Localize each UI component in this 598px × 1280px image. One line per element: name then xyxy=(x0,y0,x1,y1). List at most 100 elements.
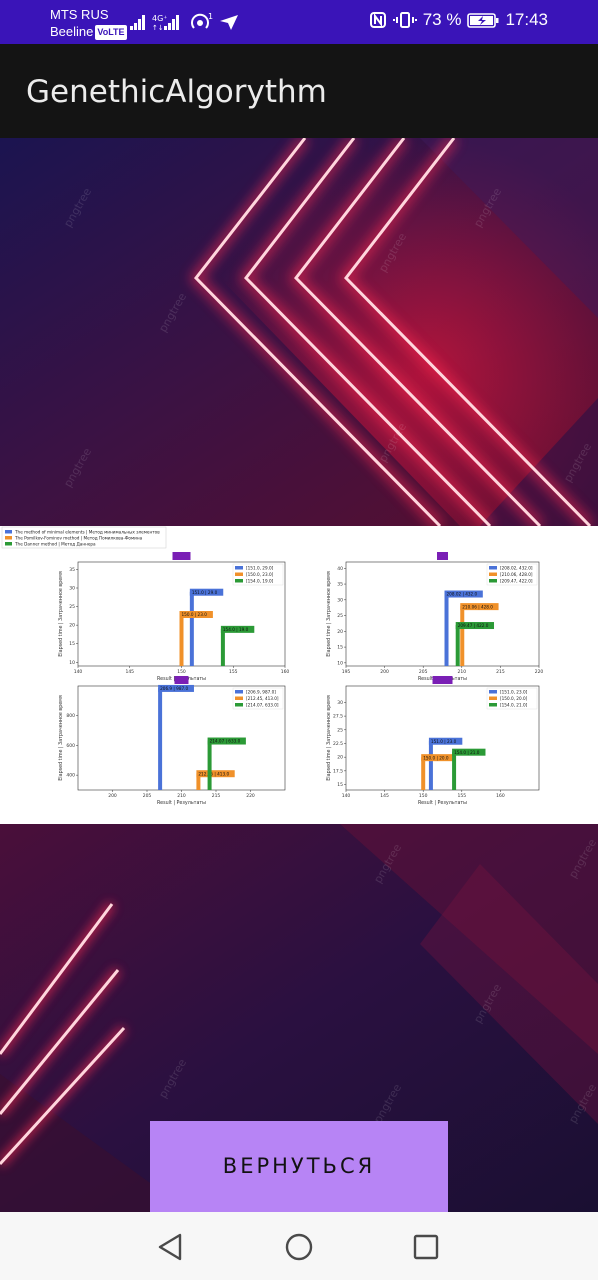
x-tick-label: 215 xyxy=(496,669,505,675)
x-tick-label: 140 xyxy=(74,669,83,675)
data-label: 212.45 | 413.0 xyxy=(198,771,229,776)
data-label: 150.0 | 20.0 xyxy=(423,755,449,760)
y-axis-label: Elapsed time | Затраченное время xyxy=(326,695,332,781)
network-type: 4G⁺ xyxy=(152,14,168,23)
x-tick-label: 215 xyxy=(212,793,221,799)
subplot-legend-swatch xyxy=(235,566,243,570)
data-label-box xyxy=(452,748,486,756)
subplot-title-marker xyxy=(432,676,453,684)
bar xyxy=(179,614,184,666)
x-tick-label: 210 xyxy=(177,793,186,799)
y-tick-label: 25 xyxy=(337,727,343,733)
data-label: 210.06 | 428.0 xyxy=(462,604,493,609)
y-tick-label: 800 xyxy=(66,713,75,719)
x-tick-label: 145 xyxy=(380,793,389,799)
subplot-legend-swatch xyxy=(235,696,243,700)
x-tick-label: 210 xyxy=(458,669,467,675)
status-bar: MTS RUS Beeline VoLTE 4G⁺ ↑↓ 1 73 % 17:43 xyxy=(0,0,598,44)
subplot-legend-entry: [151.0, 29.0] xyxy=(246,565,274,570)
y-tick-label: 25 xyxy=(69,604,75,610)
subplot-legend-swatch xyxy=(489,696,497,700)
bar xyxy=(444,593,449,666)
y-tick-label: 27.5 xyxy=(333,714,343,720)
sim-index: 1 xyxy=(208,12,213,21)
data-label: 214.07 | 633.0 xyxy=(210,739,241,744)
subplot-4: 140 145 150 155 160 15 17.5 20 22.5 25 27.5 30 Resul… xyxy=(326,676,540,806)
x-axis-label: Result | Результаты xyxy=(418,800,467,806)
subplot-legend-swatch xyxy=(489,690,497,694)
subplot-title-marker xyxy=(437,552,448,560)
data-label-box xyxy=(444,590,483,598)
recents-icon[interactable] xyxy=(409,1230,443,1264)
bar xyxy=(452,751,457,790)
legend-swatch xyxy=(5,530,12,534)
data-label-box xyxy=(158,684,194,692)
subplot-title-marker xyxy=(172,552,191,560)
y-tick-label: 20 xyxy=(69,623,75,629)
subplots: 140 145 150 155 160 10 15 20 25 30 35 Result | Резу… xyxy=(58,552,543,806)
carrier-2-row: Beeline VoLTE xyxy=(50,24,127,40)
subplot-legend-frame xyxy=(232,563,284,586)
battery-charging-icon xyxy=(467,13,499,28)
home-icon[interactable] xyxy=(282,1230,316,1264)
legend-entry: The method of minimal elements | Метод м… xyxy=(14,530,160,535)
subplot-legend-entry: [208.02, 432.0] xyxy=(500,565,533,570)
subplot-legend-entry: [150.0, 20.0] xyxy=(500,696,528,701)
legend-entry: The Pomilkov-Fominov method | Метод Поми… xyxy=(14,536,143,541)
carrier-2: Beeline xyxy=(50,24,94,39)
subplot-legend-entry: [214.07, 633.0] xyxy=(246,702,279,707)
volte-badge: VoLTE xyxy=(95,25,127,40)
hotspot-icon xyxy=(191,13,209,29)
x-tick-label: 160 xyxy=(496,793,505,799)
data-label-box xyxy=(421,754,455,762)
x-tick-label: 200 xyxy=(380,669,389,675)
data-label-box xyxy=(220,625,255,633)
bar xyxy=(220,628,225,666)
subplot-3: 200 205 210 215 220 400 600 800 Result | Результ… xyxy=(58,676,286,806)
subplot-legend-frame xyxy=(486,563,538,586)
legend-swatch xyxy=(5,536,12,540)
return-button[interactable]: ВЕРНУТЬСЯ xyxy=(150,1121,448,1212)
subplot-legend-frame xyxy=(232,687,284,710)
y-tick-label: 400 xyxy=(66,773,75,779)
data-label: 154.0 | 21.0 xyxy=(454,750,480,755)
subplot-legend-swatch xyxy=(235,579,243,583)
subplot-legend-entry: [150.0, 23.0] xyxy=(246,572,274,577)
data-label: 209.47 | 422.0 xyxy=(458,623,489,628)
vibrate-icon xyxy=(392,12,417,28)
figure-legend: The method of minimal elements | Метод м… xyxy=(1,526,167,549)
x-tick-label: 160 xyxy=(281,669,290,675)
x-tick-label: 150 xyxy=(177,669,186,675)
bar xyxy=(189,591,194,666)
x-tick-label: 140 xyxy=(342,793,351,799)
x-tick-label: 150 xyxy=(419,793,428,799)
subplot-legend-swatch xyxy=(235,572,243,576)
x-tick-label: 155 xyxy=(458,793,467,799)
data-label-box xyxy=(428,737,463,745)
subplot-legend-swatch xyxy=(489,579,497,583)
y-tick-label: 10 xyxy=(337,660,343,666)
status-right: 73 % 17:43 xyxy=(369,10,548,30)
y-tick-label: 20 xyxy=(337,629,343,635)
y-tick-label: 35 xyxy=(69,567,75,573)
data-label: 151.0 | 23.0 xyxy=(431,739,457,744)
background-image-top: pngtree pngtree pngtree pngtree pngtree … xyxy=(0,138,598,526)
back-icon[interactable] xyxy=(154,1230,188,1264)
telegram-icon xyxy=(220,15,238,30)
data-label-box xyxy=(455,622,495,630)
y-axis-label: Elapsed time | Затраченное время xyxy=(58,571,64,657)
y-tick-label: 15 xyxy=(69,641,75,647)
bar xyxy=(196,773,201,790)
y-tick-label: 15 xyxy=(337,645,343,651)
signal-icons: 4G⁺ ↑↓ 1 xyxy=(130,12,238,32)
x-tick-label: 220 xyxy=(246,793,255,799)
subplot-legend-swatch xyxy=(489,566,497,570)
subplot-legend-frame xyxy=(486,687,538,710)
y-tick-label: 15 xyxy=(337,782,343,788)
bar xyxy=(207,740,212,790)
y-tick-label: 17.5 xyxy=(333,768,343,774)
charts-figure: The method of minimal elements | Метод м… xyxy=(1,526,543,806)
y-tick-label: 30 xyxy=(337,700,343,706)
data-label: 154.0 | 19.0 xyxy=(223,627,249,632)
